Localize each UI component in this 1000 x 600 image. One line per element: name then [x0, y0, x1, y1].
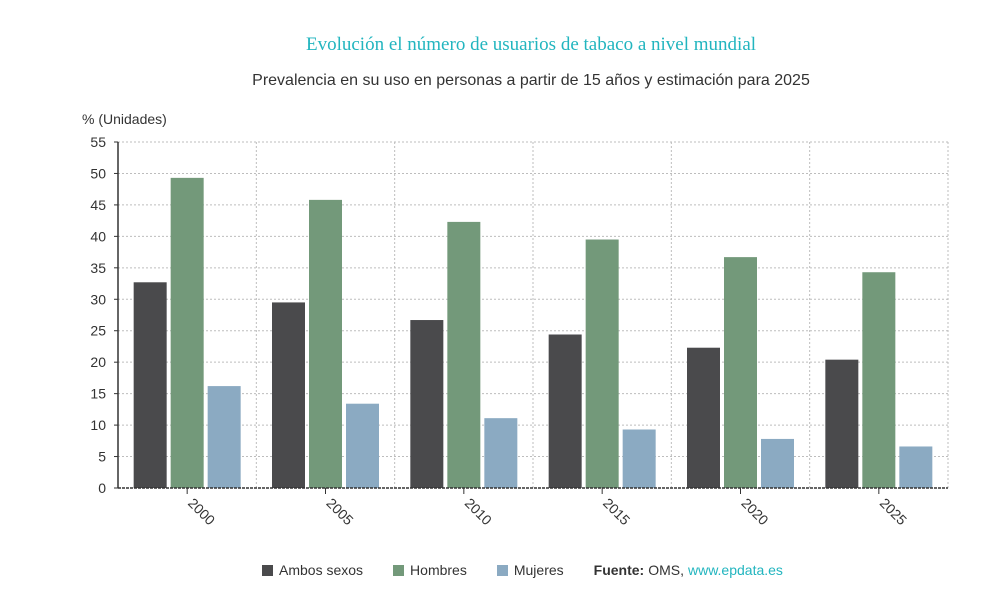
y-tick-label: 35 — [90, 260, 106, 276]
bar-ambos-sexos-2020 — [687, 347, 720, 488]
x-tick-label: 2005 — [323, 495, 356, 528]
bar-mujeres-2025 — [899, 446, 933, 488]
source-name: OMS, — [648, 562, 684, 578]
y-tick-label: 55 — [90, 134, 106, 150]
bar-hombres-2005 — [309, 199, 342, 489]
y-tick-label: 10 — [90, 417, 106, 433]
bar-mujeres-2015 — [622, 429, 656, 488]
legend-label-ambos-sexos: Ambos sexos — [279, 562, 364, 578]
x-tick-label: 2020 — [738, 495, 771, 528]
y-tick-label: 40 — [90, 228, 106, 244]
y-tick-label: 15 — [90, 386, 106, 402]
legend-label-mujeres: Mujeres — [513, 562, 564, 578]
x-tick-label: 2010 — [462, 495, 495, 528]
bar-ambos-sexos-2015 — [548, 334, 582, 488]
y-tick-label: 50 — [90, 165, 106, 181]
bar-ambos-sexos-2025 — [825, 359, 859, 488]
bar-hombres-2015 — [585, 239, 619, 488]
legend-item-mujeres[interactable]: Mujeres — [496, 562, 564, 578]
x-tick-label: 2015 — [600, 495, 633, 528]
bar-hombres-2000 — [170, 177, 204, 488]
bar-mujeres-2010 — [484, 418, 518, 488]
bar-mujeres-2020 — [761, 438, 794, 488]
y-axis-unit-label: % (Unidades) — [82, 111, 167, 127]
chart-subtitle: Prevalencia en su uso en personas a part… — [252, 72, 810, 89]
y-tick-label: 5 — [98, 449, 106, 465]
legend-swatch-ambos-sexos — [262, 564, 273, 576]
bar-mujeres-2000 — [207, 386, 241, 488]
bar-hombres-2025 — [862, 272, 896, 488]
legend-swatch-mujeres — [496, 564, 508, 576]
x-tick-label: 2025 — [877, 495, 910, 528]
y-tick-label: 25 — [90, 323, 106, 339]
source-link[interactable]: www.epdata.es — [687, 562, 783, 578]
y-tick-label: 20 — [90, 354, 106, 370]
y-tick-label: 45 — [90, 197, 106, 213]
legend: Ambos sexos Hombres Mujeres Fuente: OMS,… — [262, 562, 813, 578]
bar-hombres-2020 — [724, 257, 757, 488]
y-tick-label: 30 — [90, 291, 106, 307]
y-tick-label: 0 — [98, 480, 106, 496]
bar-ambos-sexos-2000 — [133, 282, 167, 488]
bar-mujeres-2005 — [346, 403, 379, 488]
source-credit: Fuente: OMS, www.epdata.es — [594, 562, 783, 578]
bar-ambos-sexos-2010 — [410, 320, 444, 488]
bar-ambos-sexos-2005 — [272, 302, 305, 488]
bar-hombres-2010 — [447, 221, 481, 489]
legend-item-hombres[interactable]: Hombres — [393, 562, 467, 578]
x-tick-label: 2000 — [185, 495, 218, 528]
source-label: Fuente: — [593, 562, 645, 578]
legend-item-ambos-sexos[interactable]: Ambos sexos — [262, 562, 363, 578]
chart-title: Evolución el número de usuarios de tabac… — [305, 34, 757, 55]
legend-swatch-hombres — [393, 564, 405, 576]
legend-label-hombres: Hombres — [410, 562, 467, 578]
